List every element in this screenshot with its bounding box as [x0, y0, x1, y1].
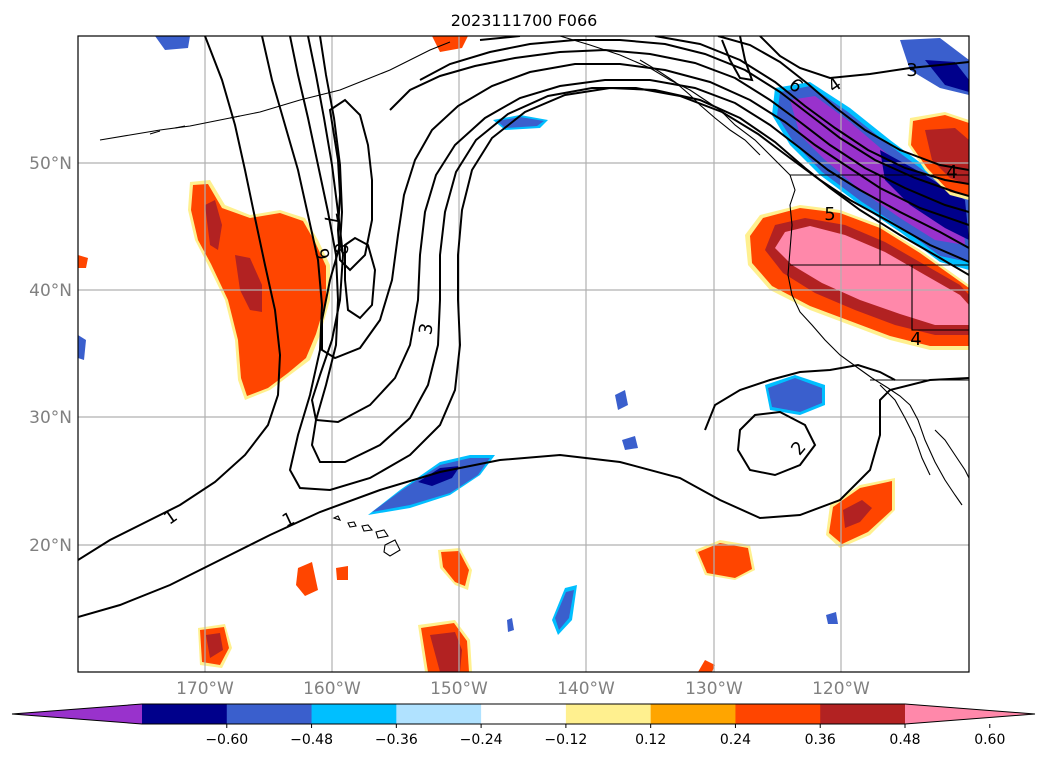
colorbar-segment: [650, 704, 736, 724]
colorbar-tick-label: 0.24: [720, 732, 751, 748]
lat-label: 40°N: [29, 281, 72, 301]
colorbar-tick-label: 0.12: [635, 732, 666, 748]
graticule: [78, 36, 969, 672]
geopotential-contours: [78, 36, 969, 618]
colorbar-tick-label: 0.36: [805, 732, 836, 748]
colorbar-segment: [820, 704, 906, 724]
map-frame: [77, 35, 970, 673]
lon-label: 150°W: [430, 679, 488, 699]
longitude-labels: 170°W 160°W 150°W 140°W 130°W 120°W: [176, 679, 870, 699]
colorbar-extend-high: [905, 704, 1035, 724]
colorbar-segment: [565, 704, 652, 724]
colorbar-segment: [735, 704, 821, 724]
colorbar-tick-label: 0.60: [974, 732, 1005, 748]
contour-label: 9: [310, 247, 333, 262]
colorbar: −0.60 −0.48 −0.36 −0.24 −0.12 0.12 0.24 0.36 0.4…: [11, 703, 1036, 748]
colorbar-segment: [396, 704, 482, 724]
contour-label: 4: [910, 329, 921, 350]
lon-label: 130°W: [685, 679, 743, 699]
negative-anomaly-top: [155, 36, 190, 50]
lon-label: 160°W: [303, 679, 361, 699]
contour-label: 4: [946, 162, 957, 183]
lat-label: 20°N: [29, 536, 72, 556]
lat-label: 30°N: [29, 408, 72, 428]
colorbar-segment: [226, 704, 313, 724]
contour-label: 3: [906, 60, 917, 81]
figure-title: 2023111700 F066: [451, 11, 598, 30]
colorbar-tick-label: 0.48: [889, 732, 920, 748]
colorbar-tick-label: −0.36: [375, 732, 418, 748]
lon-label: 170°W: [176, 679, 234, 699]
lat-label: 50°N: [29, 154, 72, 174]
lon-label: 140°W: [557, 679, 615, 699]
lon-label: 120°W: [812, 679, 870, 699]
colorbar-segment: [142, 704, 228, 724]
latitude-labels: 50°N 40°N 30°N 20°N: [29, 154, 72, 556]
contour-label: 7: [319, 212, 342, 227]
colorbar-outline: [11, 703, 1036, 725]
colorbar-tick-label: −0.60: [205, 732, 248, 748]
contour-label: 5: [824, 204, 835, 225]
contour-label: 8: [331, 242, 354, 257]
positive-anomaly-west-coast: [745, 205, 969, 350]
colorbar-tick-label: −0.48: [290, 732, 333, 748]
colorbar-tick-label: −0.24: [460, 732, 503, 748]
colorbar-segment: [311, 704, 397, 724]
negative-anomaly-small: [615, 390, 628, 410]
colorbar-tick-label: −0.12: [544, 732, 587, 748]
map-area: 7 8 9 3 1 1 2 6 4 3 4 5 4: [78, 36, 969, 672]
contour-label: 3: [415, 322, 438, 337]
colorbar-segment: [481, 704, 567, 724]
colorbar-extend-low: [12, 704, 142, 724]
